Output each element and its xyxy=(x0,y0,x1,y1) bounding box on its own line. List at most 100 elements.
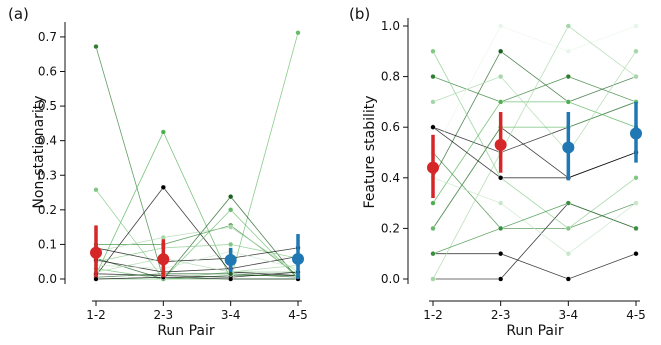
series-point xyxy=(430,225,436,232)
series-line xyxy=(95,250,299,270)
series-point xyxy=(498,225,504,232)
series-line xyxy=(432,51,637,229)
y-tick-label: 0.6 xyxy=(381,120,400,134)
panel-b-y-axis-title: Feature stability xyxy=(362,95,378,208)
series-point xyxy=(228,224,234,230)
summary-mean-point xyxy=(562,141,575,154)
x-tick-label: 2-3 xyxy=(154,308,174,322)
series-line xyxy=(432,101,637,229)
series-line xyxy=(432,25,637,280)
series-line xyxy=(95,186,299,276)
x-tick-label: 4-5 xyxy=(626,308,646,322)
series-line xyxy=(95,196,299,280)
x-tick-label: 3-4 xyxy=(559,308,579,322)
summary-group xyxy=(427,101,642,199)
series-point xyxy=(295,30,301,36)
series-point xyxy=(93,43,99,50)
y-tick-label: 0.4 xyxy=(38,134,57,148)
series-group xyxy=(430,23,639,282)
series-line xyxy=(95,273,299,278)
series-point xyxy=(633,175,639,181)
panel-b: (b) Feature stability Run Pair 0.0 0.2 0.4… xyxy=(349,5,646,339)
series-point xyxy=(430,124,436,130)
series-point xyxy=(498,73,504,80)
summary-mean-point xyxy=(427,161,439,174)
x-tick-label: 3-4 xyxy=(221,308,241,322)
series-line xyxy=(95,209,299,280)
series-point xyxy=(498,200,504,206)
series-point xyxy=(228,276,234,282)
summary-mean-point xyxy=(157,253,170,266)
summary-mean-point xyxy=(292,252,304,265)
series-line xyxy=(95,131,298,280)
series-point xyxy=(565,276,571,282)
series-point xyxy=(498,48,504,54)
series-line xyxy=(432,126,637,179)
series-point xyxy=(565,23,571,29)
summary-mean-point xyxy=(224,253,237,266)
series-line xyxy=(95,189,298,280)
series-line xyxy=(95,271,299,278)
y-tick-label: 0.5 xyxy=(38,99,57,113)
series-point xyxy=(228,271,234,277)
series-point xyxy=(498,251,504,257)
series-point xyxy=(430,73,436,80)
series-line xyxy=(95,276,298,280)
series-point xyxy=(633,23,639,29)
series-point xyxy=(633,73,639,80)
series-point xyxy=(565,99,571,105)
panel-a: (a) Non-stationarity Run Pair 0.0 0.1 0.2 0… xyxy=(8,5,308,339)
y-tick-label: 0.1 xyxy=(38,237,57,251)
x-tick-label: 1-2 xyxy=(423,308,443,322)
series-point xyxy=(498,276,504,282)
series-point xyxy=(498,175,504,181)
series-point xyxy=(430,48,436,54)
series-line xyxy=(432,25,637,153)
series-point xyxy=(633,225,639,232)
y-tick-label: 0.0 xyxy=(381,272,400,286)
series-line xyxy=(433,253,637,280)
series-line xyxy=(432,202,637,255)
series-point xyxy=(93,187,99,193)
series-point xyxy=(430,276,436,282)
series-point xyxy=(633,251,639,257)
y-tick-label: 1.0 xyxy=(381,19,400,33)
panel-a-y-axis-title: Non-stationarity xyxy=(31,95,47,208)
series-group xyxy=(93,30,301,282)
y-tick-label: 0.0 xyxy=(38,272,57,286)
series-point xyxy=(633,200,639,206)
summary-mean-point xyxy=(630,127,642,140)
series-point xyxy=(228,241,234,248)
series-point xyxy=(565,73,571,80)
series-point xyxy=(228,207,234,213)
summary-mean-point xyxy=(494,138,507,151)
series-point xyxy=(228,194,234,200)
y-tick-label: 0.6 xyxy=(38,65,57,79)
series-point xyxy=(160,184,166,190)
series-point xyxy=(430,251,436,257)
series-line xyxy=(432,177,637,255)
y-tick-label: 0.3 xyxy=(38,168,57,182)
x-tick-label: 2-3 xyxy=(491,308,511,322)
series-point xyxy=(160,129,166,135)
series-line xyxy=(95,226,299,273)
series-point xyxy=(565,200,571,206)
panel-a-x-axis-title: Run Pair xyxy=(157,323,215,339)
series-point xyxy=(565,225,571,232)
y-tick-label: 0.7 xyxy=(38,30,57,44)
series-point xyxy=(498,99,504,105)
y-tick-label: 0.2 xyxy=(381,221,400,235)
summary-mean-point xyxy=(90,246,102,259)
summary-group xyxy=(90,225,304,279)
x-tick-label: 4-5 xyxy=(288,308,308,322)
series-line xyxy=(95,256,299,273)
x-tick-label: 1-2 xyxy=(86,308,106,322)
y-tick-label: 0.4 xyxy=(381,171,400,185)
panel-a-label: (a) xyxy=(8,5,29,23)
series-point xyxy=(430,200,436,206)
series-point xyxy=(633,48,639,54)
series-line xyxy=(96,32,299,280)
series-point xyxy=(565,48,571,54)
series-point xyxy=(160,234,166,241)
